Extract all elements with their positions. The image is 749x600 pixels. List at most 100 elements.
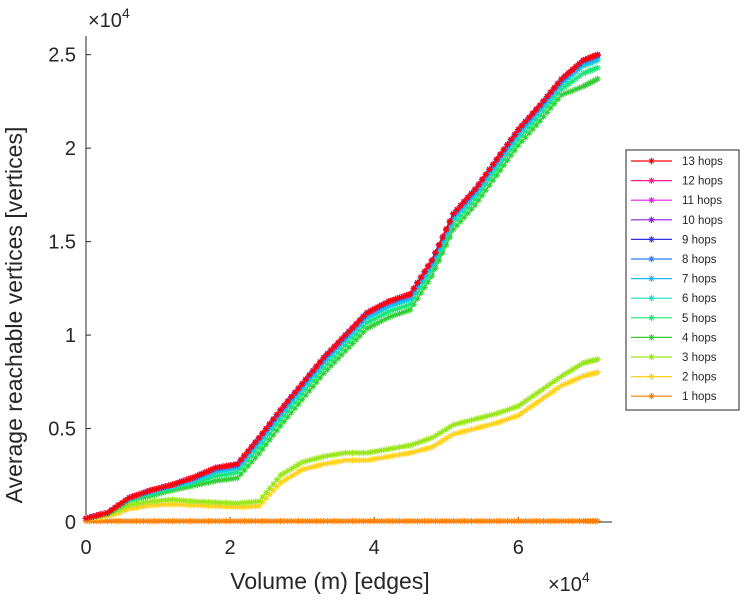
series-marker xyxy=(475,196,482,204)
series-marker xyxy=(589,66,596,73)
series-marker xyxy=(162,496,169,504)
series-marker xyxy=(324,517,331,525)
series-marker xyxy=(572,364,580,371)
series-marker xyxy=(435,241,443,248)
series-marker xyxy=(273,476,281,483)
series-marker xyxy=(176,496,183,504)
series-marker xyxy=(493,410,500,417)
series-marker xyxy=(378,312,385,319)
series-marker xyxy=(277,517,284,525)
x-axis-title: Volume (m) [edges] xyxy=(230,568,429,594)
series-marker xyxy=(576,374,583,381)
series-marker xyxy=(536,387,544,395)
series-marker xyxy=(284,467,291,475)
series-marker xyxy=(255,502,263,510)
series-marker xyxy=(407,449,414,457)
series-marker xyxy=(244,457,252,464)
series-marker xyxy=(554,90,562,97)
legend-entry: 9 hops xyxy=(631,234,717,246)
series-marker xyxy=(353,517,360,525)
series-marker xyxy=(320,517,327,525)
series-marker xyxy=(381,310,389,317)
series-marker xyxy=(464,204,472,211)
series-marker xyxy=(338,450,345,457)
series-marker xyxy=(241,499,248,506)
series-marker xyxy=(244,462,252,470)
series-marker xyxy=(345,328,353,335)
series-marker xyxy=(385,314,392,321)
series-marker xyxy=(216,517,223,525)
series-marker xyxy=(118,517,126,525)
series-marker xyxy=(129,493,137,500)
legend-marker xyxy=(648,393,655,400)
series-marker xyxy=(280,469,288,477)
series-marker xyxy=(381,300,389,307)
series-marker xyxy=(316,358,324,366)
series-marker xyxy=(338,335,345,343)
series-marker xyxy=(392,311,400,319)
series-marker xyxy=(118,499,126,506)
series-marker xyxy=(518,400,526,407)
series-marker xyxy=(569,78,576,85)
series-marker xyxy=(579,359,587,367)
series-marker xyxy=(435,517,443,525)
series-marker xyxy=(259,440,266,447)
series-marker xyxy=(558,373,565,380)
series-marker xyxy=(500,156,508,163)
series-marker xyxy=(212,499,219,506)
series-marker xyxy=(345,517,353,525)
series-marker xyxy=(147,517,155,525)
series-marker xyxy=(284,408,291,415)
series-marker xyxy=(298,517,306,525)
series-marker xyxy=(252,439,259,446)
series-marker xyxy=(266,491,273,498)
series-marker xyxy=(151,517,158,525)
series-marker xyxy=(198,480,205,488)
series-marker xyxy=(367,456,374,463)
series-marker xyxy=(594,75,601,83)
series-marker xyxy=(316,517,324,525)
series-marker xyxy=(389,307,396,314)
y-multiplier-exp: 4 xyxy=(122,5,130,21)
series-marker xyxy=(277,422,284,429)
series-marker xyxy=(291,463,299,470)
legend-label: 6 hops xyxy=(682,293,717,305)
series-marker xyxy=(190,473,198,481)
series-marker xyxy=(533,517,540,525)
series-marker xyxy=(273,421,281,428)
series-marker xyxy=(342,457,349,464)
series-marker xyxy=(338,517,345,525)
series-marker xyxy=(486,421,493,428)
series-marker xyxy=(165,517,173,525)
series-marker xyxy=(587,358,594,365)
series-marker xyxy=(374,517,382,525)
series-marker xyxy=(475,181,482,188)
series-marker xyxy=(464,194,472,201)
series-marker xyxy=(176,501,183,508)
series-marker xyxy=(428,444,436,451)
series-marker xyxy=(353,336,360,343)
series-marker xyxy=(367,449,374,456)
legend-marker xyxy=(648,373,655,380)
series-marker xyxy=(536,112,544,119)
series-marker xyxy=(410,440,418,448)
series-marker xyxy=(298,390,306,398)
series-marker xyxy=(497,517,504,525)
series-marker xyxy=(479,186,486,193)
legend-marker xyxy=(648,157,655,165)
series-marker xyxy=(201,502,209,509)
series-marker xyxy=(482,187,490,194)
series-marker xyxy=(428,267,436,274)
series-marker xyxy=(518,517,526,525)
series-marker xyxy=(493,166,500,173)
series-marker xyxy=(425,272,432,280)
series-marker xyxy=(425,262,432,270)
series-marker xyxy=(219,499,227,506)
legend-label: 5 hops xyxy=(682,313,717,325)
series-marker xyxy=(515,136,522,143)
series-marker xyxy=(576,60,583,67)
series-marker xyxy=(327,459,335,467)
series-marker xyxy=(154,497,162,505)
series-marker xyxy=(115,501,122,509)
series-marker xyxy=(589,78,596,85)
